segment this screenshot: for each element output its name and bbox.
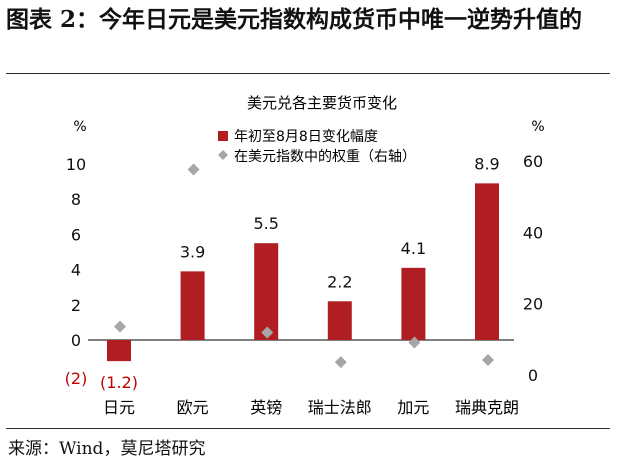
bar-6 bbox=[475, 183, 499, 340]
weight-marker-5 bbox=[408, 336, 421, 349]
data-label-3: 5.5 bbox=[253, 214, 278, 233]
bars bbox=[107, 183, 499, 362]
data-label-1: (1.2) bbox=[100, 373, 138, 392]
bar-3 bbox=[254, 243, 279, 340]
left-tick-label-6: 8 bbox=[71, 190, 81, 209]
category-label-2: 欧元 bbox=[177, 398, 209, 417]
figure-title: 图表 2：今年日元是美元指数构成货币中唯一逆势升值的 bbox=[6, 6, 583, 33]
weight-markers bbox=[114, 163, 494, 369]
data-label-6: 8.9 bbox=[474, 154, 499, 173]
legend-bar-label: 年初至8月8日变化幅度 bbox=[234, 128, 378, 145]
category-labels: 日元 欧元 英镑 瑞士法郎 加元 瑞典克朗 bbox=[103, 398, 519, 417]
weight-marker-4 bbox=[334, 356, 347, 369]
data-label-4: 2.2 bbox=[327, 272, 352, 291]
weight-marker-2 bbox=[187, 163, 200, 176]
bar-2 bbox=[180, 271, 205, 340]
right-tick-label-1: 0 bbox=[528, 366, 538, 385]
legend: 年初至8月8日变化幅度 在美元指数中的权重（右轴） bbox=[218, 128, 416, 165]
weight-marker-3 bbox=[261, 326, 274, 339]
bar-5 bbox=[401, 267, 426, 340]
left-tick-label-2: 0 bbox=[71, 331, 81, 350]
legend-bar-swatch bbox=[218, 131, 228, 141]
data-label-5: 4.1 bbox=[401, 239, 426, 258]
right-axis-unit: % bbox=[531, 119, 544, 135]
right-tick-label-2: 20 bbox=[523, 295, 543, 314]
bar-1 bbox=[107, 340, 131, 362]
right-tick-label-4: 60 bbox=[523, 152, 543, 171]
data-labels: (1.2) 3.9 5.5 2.2 4.1 8.9 bbox=[100, 154, 500, 392]
category-label-5: 加元 bbox=[397, 398, 429, 417]
left-tick-label-5: 6 bbox=[71, 225, 81, 244]
left-tick-label-3: 2 bbox=[71, 296, 81, 315]
category-label-6: 瑞典克朗 bbox=[455, 398, 519, 417]
right-axis-ticks: 0 20 40 60 bbox=[523, 152, 543, 385]
weight-marker-6 bbox=[482, 354, 494, 367]
left-tick-label-4: 4 bbox=[71, 261, 81, 280]
category-label-3: 英镑 bbox=[250, 398, 282, 417]
data-label-2: 3.9 bbox=[180, 242, 205, 261]
category-label-4: 瑞士法郎 bbox=[308, 398, 372, 417]
source-divider bbox=[6, 428, 610, 429]
legend-diamond-label: 在美元指数中的权重（右轴） bbox=[234, 149, 416, 165]
legend-diamond-swatch bbox=[218, 150, 228, 160]
source-note: 来源：Wind，莫尼塔研究 bbox=[8, 439, 206, 459]
title-divider bbox=[6, 73, 610, 74]
left-axis-ticks: (2) 0 2 4 6 8 10 bbox=[65, 155, 88, 388]
chart-title: 美元兑各主要货币变化 bbox=[247, 94, 397, 112]
left-tick-label-7: 10 bbox=[66, 155, 86, 174]
bar-4 bbox=[327, 301, 352, 340]
weight-marker-1 bbox=[114, 320, 126, 333]
category-label-1: 日元 bbox=[103, 398, 135, 417]
left-tick-label-1: (2) bbox=[65, 369, 88, 388]
right-tick-label-3: 40 bbox=[523, 223, 543, 242]
left-axis-unit: % bbox=[73, 119, 86, 135]
